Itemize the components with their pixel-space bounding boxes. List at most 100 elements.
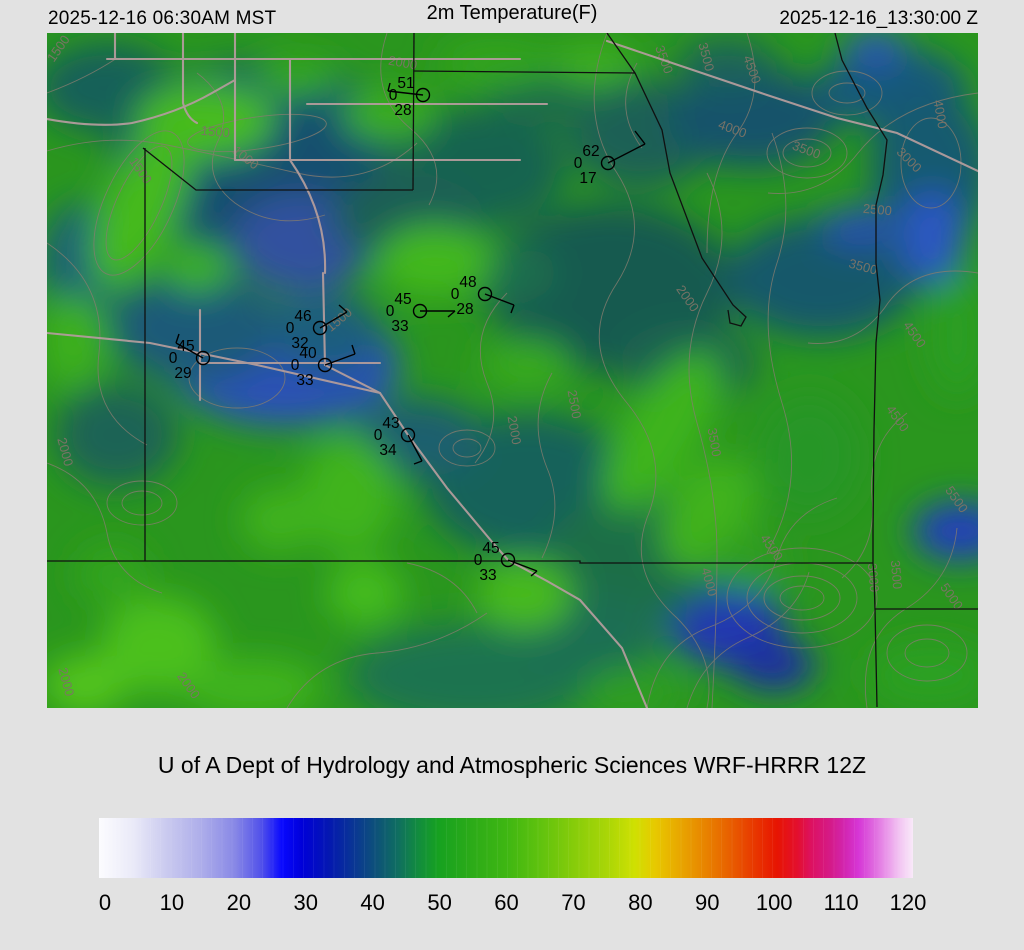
station-temperature: 43 [382,415,399,432]
station-temperature: 62 [582,143,599,160]
wind-barb-fleck [634,130,646,145]
temperature-shading [47,33,978,708]
station-temperature: 40 [299,345,317,362]
station-circle [412,303,428,319]
station-circle [195,350,211,366]
station-temperature: 51 [397,75,414,92]
wind-barb-staff [407,434,423,462]
station-dewpoint: 28 [394,102,411,119]
station-aux-value: 0 [374,427,383,444]
valid-time-local: 2025-12-16 06:30AM MST [48,8,277,29]
contour-label: 1500 [200,123,230,140]
colorbar-tick: 100 [755,890,793,915]
station-circle [400,427,416,443]
station-dewpoint: 33 [296,372,313,389]
station-aux-value: 0 [169,350,178,367]
contour-label: 2500 [862,201,892,218]
station-dewpoint: 32 [291,335,308,352]
station-aux-value: 0 [389,87,398,104]
temperature-colorbar [99,818,913,878]
contour-label: 4000 [931,99,951,130]
contour-label: 3500 [888,560,905,590]
wind-barb-fleck [351,344,356,355]
station-temperature: 45 [177,338,194,355]
station-circle [415,87,431,103]
station-aux-value: 0 [291,357,300,374]
colorbar-tick: 30 [293,890,318,915]
station-circle [312,320,328,336]
wind-barb-staff [324,353,356,366]
contour-label: 3500 [847,256,879,278]
weather-map: 1500 1500 1000 1500 2000 1500 2000 2000 2000 2000… [47,33,978,708]
wind-barb-staff [507,559,538,572]
station-temperature: 45 [394,291,411,308]
station-circle [317,357,333,373]
station-dewpoint: 29 [174,365,191,382]
contour-label: 3500 [695,41,717,73]
plot-title: 2m Temperature(F) [426,2,598,24]
station-aux-value: 0 [574,155,583,172]
contour-label: 2000 [54,436,76,468]
colorbar-tick: 70 [561,890,586,915]
colorbar-tick: 60 [494,890,519,915]
wind-barb-fleck [510,304,515,314]
station-temperature: 46 [294,308,311,325]
station-temperature: 45 [482,540,499,557]
station-aux-value: 0 [386,303,395,320]
contour-label: 2500 [565,389,585,420]
colorbar-tick: 40 [360,890,385,915]
station-circle [600,155,616,171]
credit-line: U of A Dept of Hydrology and Atmospheric… [157,752,867,778]
wind-barb-fleck [447,310,456,318]
colorbar-tick: 10 [159,890,185,915]
station-dewpoint: 17 [579,170,596,187]
wind-barb-fleck [387,82,391,92]
contour-label: 3500 [705,427,725,458]
station-temperature: 48 [459,274,476,291]
county-boundaries [47,33,978,708]
contour-label: 2000 [505,415,525,446]
elevation-contours [47,33,978,708]
station-dewpoint: 28 [456,301,473,318]
contour-label: 2000 [55,666,77,698]
colorbar-tick-labels: 0 10 20 30 40 50 60 70 80 90 100 110 120 [98,890,927,918]
colorbar-tick: 50 [427,890,452,915]
wind-barb-fleck [413,460,423,465]
colorbar-tick: 80 [628,890,653,915]
roads [47,33,978,708]
wind-barb-staff [175,342,204,359]
valid-time-utc: 2025-12-16_13:30:00 Z [779,8,978,29]
station-aux-value: 0 [474,552,483,569]
contour-label: 4000 [698,566,720,598]
station-circle [477,286,493,302]
colorbar-tick: 90 [695,890,720,915]
wind-barb-fleck [338,304,348,313]
station-dewpoint: 33 [479,567,496,584]
wind-barb-fleck [530,570,538,577]
colorbar-tick: 120 [889,890,927,915]
wind-barb-fleck [175,333,180,344]
wind-barb-staff [319,311,348,329]
station-observations: 5102862017480284503346032400334502943034… [169,75,646,584]
station-aux-value: 0 [451,286,460,303]
colorbar-tick: 110 [823,890,859,915]
station-aux-value: 0 [286,320,295,337]
station-circle [500,552,516,568]
station-dewpoint: 34 [379,442,397,459]
wind-barb-staff [484,293,515,306]
colorbar-tick: 20 [226,890,252,915]
station-dewpoint: 33 [391,318,408,335]
colorbar-tick: 0 [98,890,112,915]
contour-label: 2000 [387,53,418,73]
